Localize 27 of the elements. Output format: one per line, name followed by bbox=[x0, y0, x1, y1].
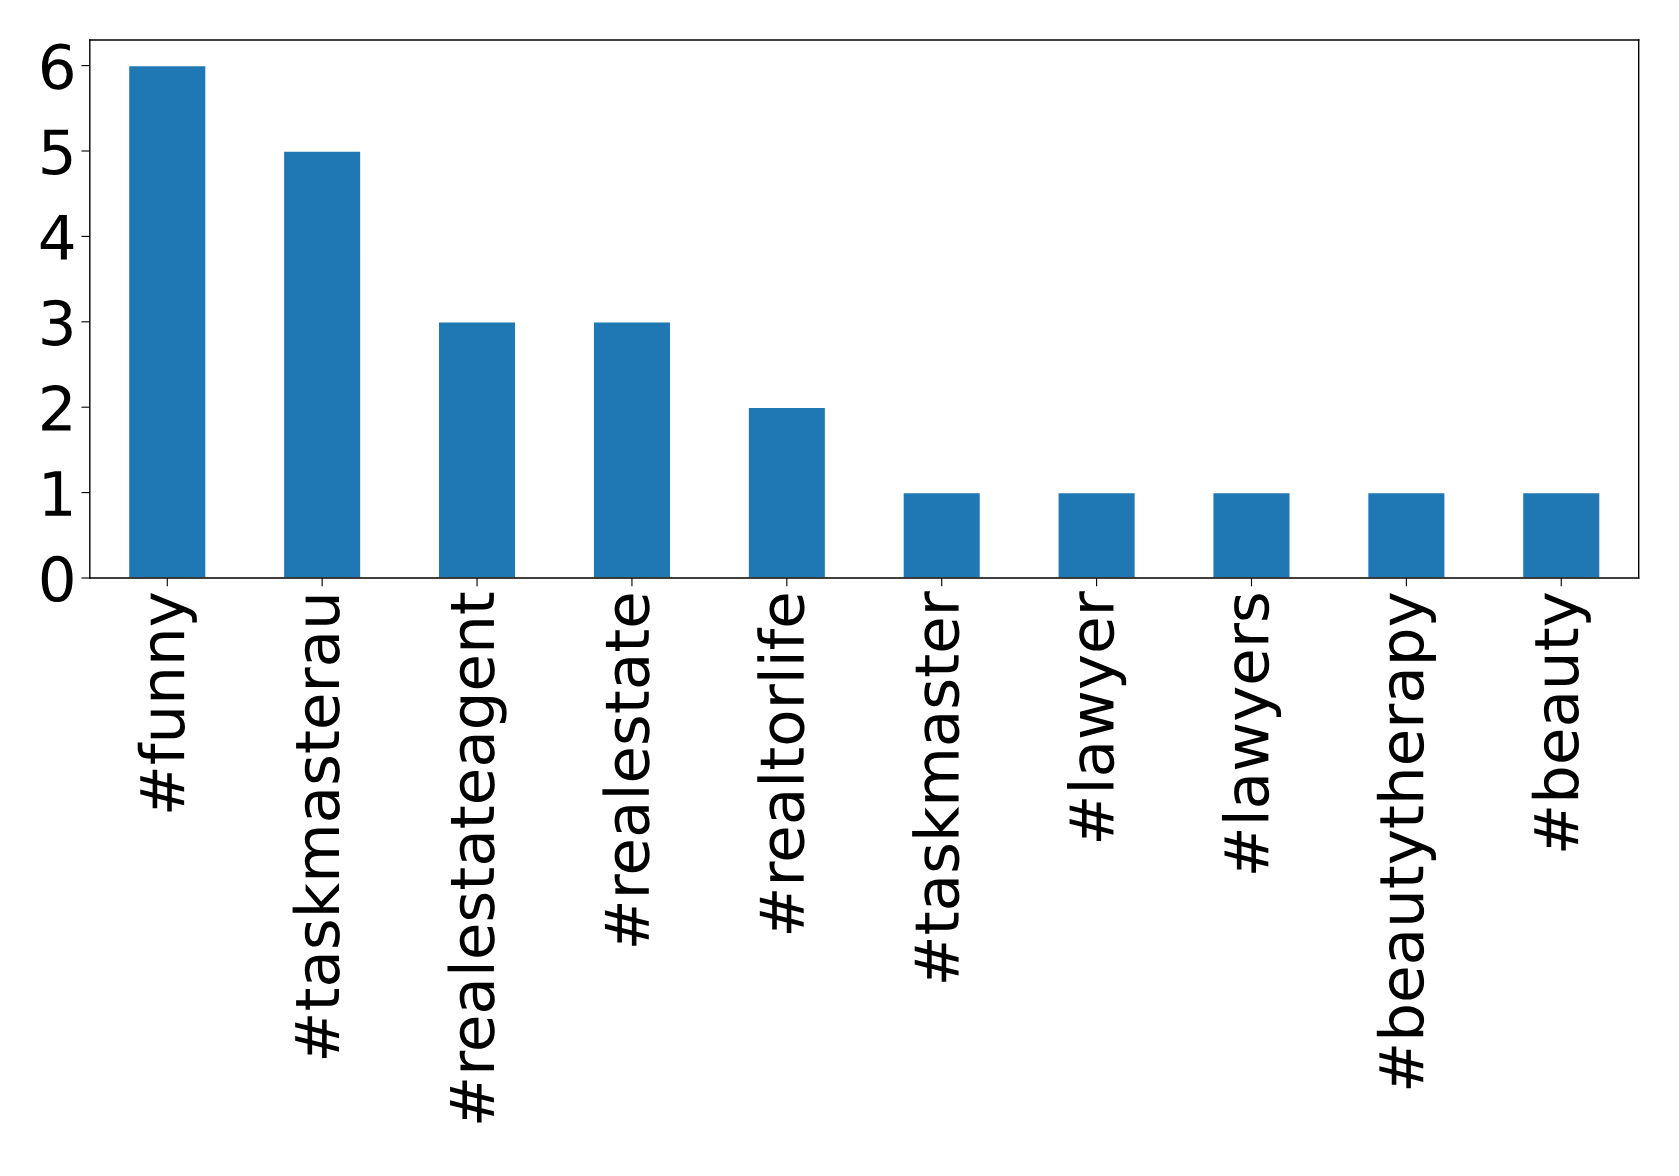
x-tick-label: #realtorlife bbox=[757, 594, 805, 934]
bar bbox=[1521, 491, 1601, 578]
bar bbox=[747, 406, 827, 578]
bar bbox=[127, 64, 207, 578]
bar bbox=[902, 491, 982, 578]
x-tick-label: #beauty bbox=[1531, 593, 1591, 851]
y-tick-label: 0 bbox=[41, 555, 73, 603]
y-tick-label: 2 bbox=[42, 385, 71, 431]
x-tick-label: #lawyer bbox=[1067, 591, 1127, 841]
y-tick-label: 5 bbox=[42, 129, 72, 176]
bar bbox=[437, 321, 517, 578]
x-tick-label: #beautytherapy bbox=[1376, 593, 1436, 1089]
y-tick-label: 4 bbox=[40, 215, 74, 260]
bar bbox=[1057, 491, 1137, 578]
y-tick-label: 3 bbox=[42, 299, 72, 346]
bar bbox=[1212, 491, 1291, 578]
x-tick-label: #taskmasterau bbox=[292, 596, 340, 1058]
bar bbox=[282, 150, 362, 578]
y-tick-label: 1 bbox=[44, 471, 71, 516]
x-tick-label: #realestate bbox=[602, 594, 650, 946]
x-tick-label: #taskmaster bbox=[912, 591, 960, 982]
x-tick-label: #lawyers bbox=[1221, 594, 1282, 873]
bar bbox=[1366, 491, 1446, 578]
y-tick-label: 6 bbox=[42, 43, 73, 90]
x-tick-label: #funny bbox=[137, 593, 197, 812]
x-tick-label: #realestateagent bbox=[447, 592, 507, 1123]
bar bbox=[592, 321, 672, 578]
